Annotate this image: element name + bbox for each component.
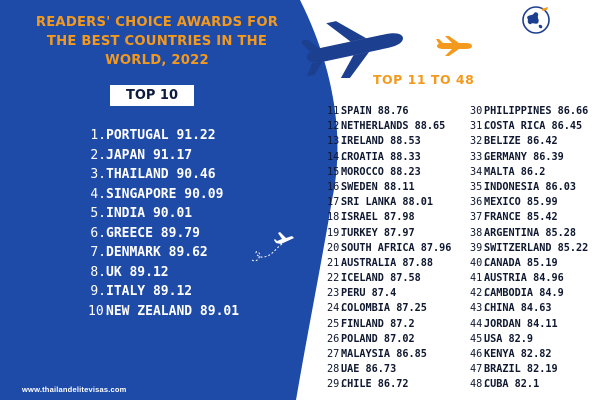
list-item: 27.MALAYSIA 86.85 — [327, 349, 427, 360]
list-item: 23.PERU 87.4 — [327, 288, 397, 300]
list-item: 31.COSTA RICA 86.45 — [470, 121, 583, 133]
top10-list: 1.PORTUGAL 91.22 2.JAPAN 91.17 3.THAILAN… — [88, 126, 239, 321]
list-item: 32.BELIZE 86.42 — [470, 136, 558, 148]
list-item: 40.CANADA 85.19 — [470, 257, 558, 269]
list-item: 34.MALTA 86.2 — [470, 166, 546, 178]
list-item: 1.PORTUGAL 91.22 — [90, 128, 216, 143]
list-item: 19.TURKEY 87.97 — [327, 227, 415, 239]
airplane-icon — [436, 36, 472, 56]
list-item: 8.UK 89.12 — [90, 264, 169, 280]
ranking-column-a: 11.SPAIN 88.76 12.NETHERLANDS 88.65 13.I… — [327, 104, 451, 393]
list-item: 33.GERMANY 86.39 — [470, 151, 564, 163]
list-item: 35.INDONESIA 86.03 — [470, 181, 577, 193]
list-item: 37.FRANCE 85.42 — [470, 212, 558, 224]
list-item: 29.CHILE 86.72 — [327, 379, 409, 391]
list-item: 16.SWEDEN 88.11 — [327, 181, 415, 193]
list-item: 11.SPAIN 88.76 — [327, 106, 409, 117]
list-item: 43.CHINA 84.63 — [470, 303, 552, 315]
list-item: 26.POLAND 87.02 — [327, 333, 415, 345]
list-item: 15.MOROCCO 88.23 — [327, 166, 421, 178]
list-item: 28.UAE 86.73 — [327, 364, 397, 376]
list-item: 7.DENMARK 89.62 — [90, 245, 208, 260]
headline-line-3: WORLD, 2022 — [105, 53, 209, 68]
list-item: 2.JAPAN 91.17 — [90, 147, 193, 163]
list-item: 44.JORDAN 84.11 — [470, 318, 558, 330]
list-item: 14.CROATIA 88.33 — [327, 151, 421, 163]
list-item: 42.CAMBODIA 84.9 — [470, 288, 564, 300]
top11-heading: TOP 11 TO 48 — [373, 72, 475, 87]
globe-plane-logo — [522, 6, 550, 34]
list-item: 45.USA 82.9 — [470, 333, 534, 345]
list-item: 22.ICELAND 87.58 — [327, 273, 421, 285]
list-item: 20.SOUTH AFRICA 87.96 — [327, 242, 452, 254]
list-item: 30.PHILIPPINES 86.66 — [470, 106, 589, 117]
list-item: 36.MEXICO 85.99 — [470, 197, 558, 209]
headline-line-2: THE BEST COUNTRIES IN THE — [46, 34, 268, 49]
list-item: 12.NETHERLANDS 88.65 — [327, 121, 446, 133]
headline: READERS' CHOICE AWARDS FOR THE BEST COUN… — [26, 13, 288, 70]
list-item: 17.SRI LANKA 88.01 — [327, 197, 434, 209]
airplane-icon — [302, 21, 403, 78]
list-item: 5.INDIA 90.01 — [90, 206, 193, 221]
ranking-column-b: 30.PHILIPPINES 86.66 31.COSTA RICA 86.45… — [470, 104, 588, 393]
list-item: 6.GREECE 89.79 — [90, 225, 200, 241]
list-item: 18.ISRAEL 87.98 — [327, 212, 415, 224]
headline-line-1: READERS' CHOICE AWARDS FOR — [35, 15, 279, 30]
list-item: 3.THAILAND 90.46 — [90, 167, 216, 182]
list-item: 25.FINLAND 87.2 — [327, 318, 415, 330]
top10-badge: TOP 10 — [110, 85, 194, 106]
list-item: 13.IRELAND 88.53 — [327, 136, 421, 148]
list-item: 47.BRAZIL 82.19 — [470, 364, 558, 376]
list-item: 21.AUSTRALIA 87.88 — [327, 257, 434, 269]
airplane-icon — [251, 232, 294, 262]
list-item: 46.KENYA 82.82 — [470, 349, 552, 360]
list-item: 39.SWITZERLAND 85.22 — [470, 242, 589, 254]
website-url: www.thailandelitevisas.com — [22, 385, 127, 394]
list-item: 48.CUBA 82.1 — [470, 379, 540, 391]
list-item: 24.COLOMBIA 87.25 — [327, 303, 427, 315]
list-item: 4.SINGAPORE 90.09 — [90, 186, 224, 202]
list-item: 38.ARGENTINA 85.28 — [470, 227, 577, 239]
list-item: 9.ITALY 89.12 — [90, 284, 193, 299]
list-item: 10.NEW ZEALAND 89.01 — [88, 303, 240, 319]
list-item: 41.AUSTRIA 84.96 — [470, 273, 564, 285]
